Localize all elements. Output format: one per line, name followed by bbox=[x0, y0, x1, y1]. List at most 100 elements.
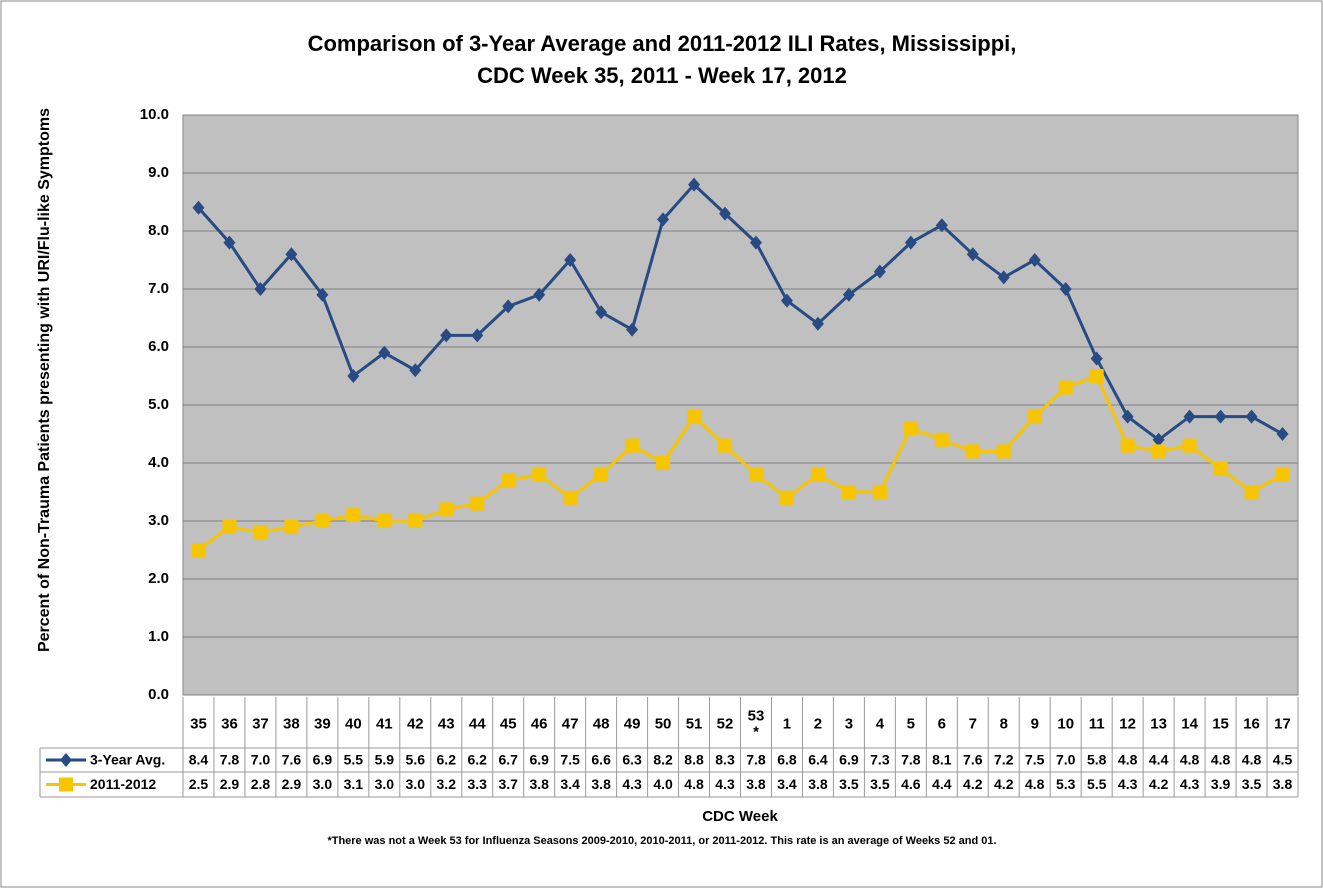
data-point bbox=[1059, 282, 1072, 296]
data-point bbox=[810, 467, 825, 482]
data-point bbox=[409, 363, 422, 378]
table-value: 3.4 bbox=[560, 776, 580, 792]
table-value: 3.3 bbox=[468, 776, 488, 792]
x-tick-label: 50 bbox=[655, 715, 672, 732]
data-point bbox=[688, 177, 701, 192]
data-point bbox=[903, 421, 918, 436]
x-tick-label: 15 bbox=[1212, 715, 1229, 732]
y-tick-label: 0.0 bbox=[148, 686, 169, 703]
table-value: 4.3 bbox=[622, 776, 642, 792]
x-tick-label: 1 bbox=[783, 715, 791, 732]
table-value: 5.5 bbox=[1087, 776, 1107, 792]
table-value: 4.8 bbox=[1025, 776, 1045, 792]
legend-marker bbox=[60, 753, 72, 767]
table-value: 7.8 bbox=[220, 752, 240, 768]
y-tick-label: 9.0 bbox=[148, 164, 169, 181]
x-tick-label: 41 bbox=[376, 715, 393, 732]
data-point bbox=[1151, 444, 1166, 459]
table-value: 7.6 bbox=[963, 752, 983, 768]
table-value: 5.8 bbox=[1087, 752, 1107, 768]
table-value: 6.7 bbox=[498, 752, 518, 768]
series-line bbox=[197, 182, 1284, 442]
x-tick-label: 37 bbox=[252, 715, 269, 732]
x-tick-label: 17 bbox=[1274, 715, 1291, 732]
data-point bbox=[625, 438, 640, 453]
table-value: 5.9 bbox=[375, 752, 395, 768]
data-point bbox=[1214, 409, 1227, 424]
data-point bbox=[1120, 438, 1135, 453]
table-value: 3.2 bbox=[437, 776, 457, 792]
data-point bbox=[1275, 467, 1290, 482]
table-value: 7.6 bbox=[282, 752, 302, 768]
data-point bbox=[254, 282, 267, 296]
data-point bbox=[1182, 438, 1197, 453]
legend-marker bbox=[59, 777, 73, 792]
table-value: 4.3 bbox=[1118, 776, 1138, 792]
data-point bbox=[811, 316, 824, 331]
table-value: 4.2 bbox=[994, 776, 1014, 792]
table-value: 3.8 bbox=[529, 776, 549, 792]
data-point bbox=[1276, 427, 1289, 441]
x-tick-label: 3 bbox=[845, 715, 853, 732]
table-value: 8.4 bbox=[189, 752, 209, 768]
y-tick-label: 10.0 bbox=[140, 106, 169, 123]
x-tick-label: 5 bbox=[907, 715, 915, 732]
data-point bbox=[316, 287, 329, 302]
table-value: 6.9 bbox=[839, 752, 859, 768]
data-point bbox=[284, 519, 299, 534]
data-point bbox=[904, 235, 917, 250]
data-point bbox=[501, 473, 516, 488]
table-value: 8.8 bbox=[684, 752, 704, 768]
table-value: 4.2 bbox=[963, 776, 983, 792]
table-value: 3.5 bbox=[839, 776, 859, 792]
x-tick-label: 16 bbox=[1243, 715, 1260, 732]
table-value: 8.3 bbox=[715, 752, 735, 768]
table-value: 7.8 bbox=[746, 752, 766, 768]
footnote: *There was not a Week 53 for Influenza S… bbox=[327, 835, 996, 847]
data-point bbox=[192, 200, 205, 215]
table-value: 3.0 bbox=[375, 776, 395, 792]
table-value: 4.2 bbox=[1149, 776, 1169, 792]
data-point bbox=[533, 287, 546, 302]
x-tick-label: 4 bbox=[876, 715, 885, 732]
data-point bbox=[285, 247, 298, 262]
table-value: 3.8 bbox=[808, 776, 828, 792]
y-tick-label: 6.0 bbox=[148, 338, 169, 355]
data-point bbox=[439, 502, 454, 517]
x-tick-label: 10 bbox=[1057, 715, 1074, 732]
table-value: 4.6 bbox=[901, 776, 921, 792]
table-value: 7.5 bbox=[560, 752, 580, 768]
table-value: 4.8 bbox=[1180, 752, 1200, 768]
x-tick-label: 12 bbox=[1119, 715, 1136, 732]
data-point bbox=[1027, 409, 1042, 424]
x-tick-label: 40 bbox=[345, 715, 362, 732]
y-tick-label: 7.0 bbox=[148, 280, 169, 297]
data-point bbox=[626, 322, 639, 337]
data-point bbox=[378, 345, 391, 360]
chart-title: Comparison of 3-Year Average and 2011-20… bbox=[308, 31, 1017, 56]
data-point bbox=[563, 490, 578, 505]
data-point bbox=[873, 264, 886, 279]
table-value: 4.4 bbox=[1149, 752, 1169, 768]
data-point bbox=[749, 235, 762, 250]
table-value: 4.0 bbox=[653, 776, 673, 792]
data-point bbox=[965, 444, 980, 459]
table-value: 6.2 bbox=[468, 752, 488, 768]
x-tick-label: 14 bbox=[1181, 715, 1198, 732]
data-point bbox=[594, 467, 609, 482]
y-axis-label: Percent of Non-Trauma Patients presentin… bbox=[36, 108, 53, 652]
data-point bbox=[1245, 409, 1258, 424]
data-point bbox=[440, 328, 453, 343]
data-point bbox=[687, 409, 702, 424]
data-point bbox=[470, 496, 485, 511]
data-point bbox=[191, 543, 206, 557]
data-point bbox=[966, 247, 979, 262]
table-value: 8.2 bbox=[653, 752, 673, 768]
data-point bbox=[657, 212, 670, 227]
x-tick-label: 36 bbox=[221, 715, 238, 732]
data-point bbox=[532, 467, 547, 482]
table-value: 2.9 bbox=[220, 776, 240, 792]
data-point bbox=[222, 519, 237, 534]
data-point bbox=[780, 293, 793, 308]
table-value: 6.3 bbox=[622, 752, 642, 768]
